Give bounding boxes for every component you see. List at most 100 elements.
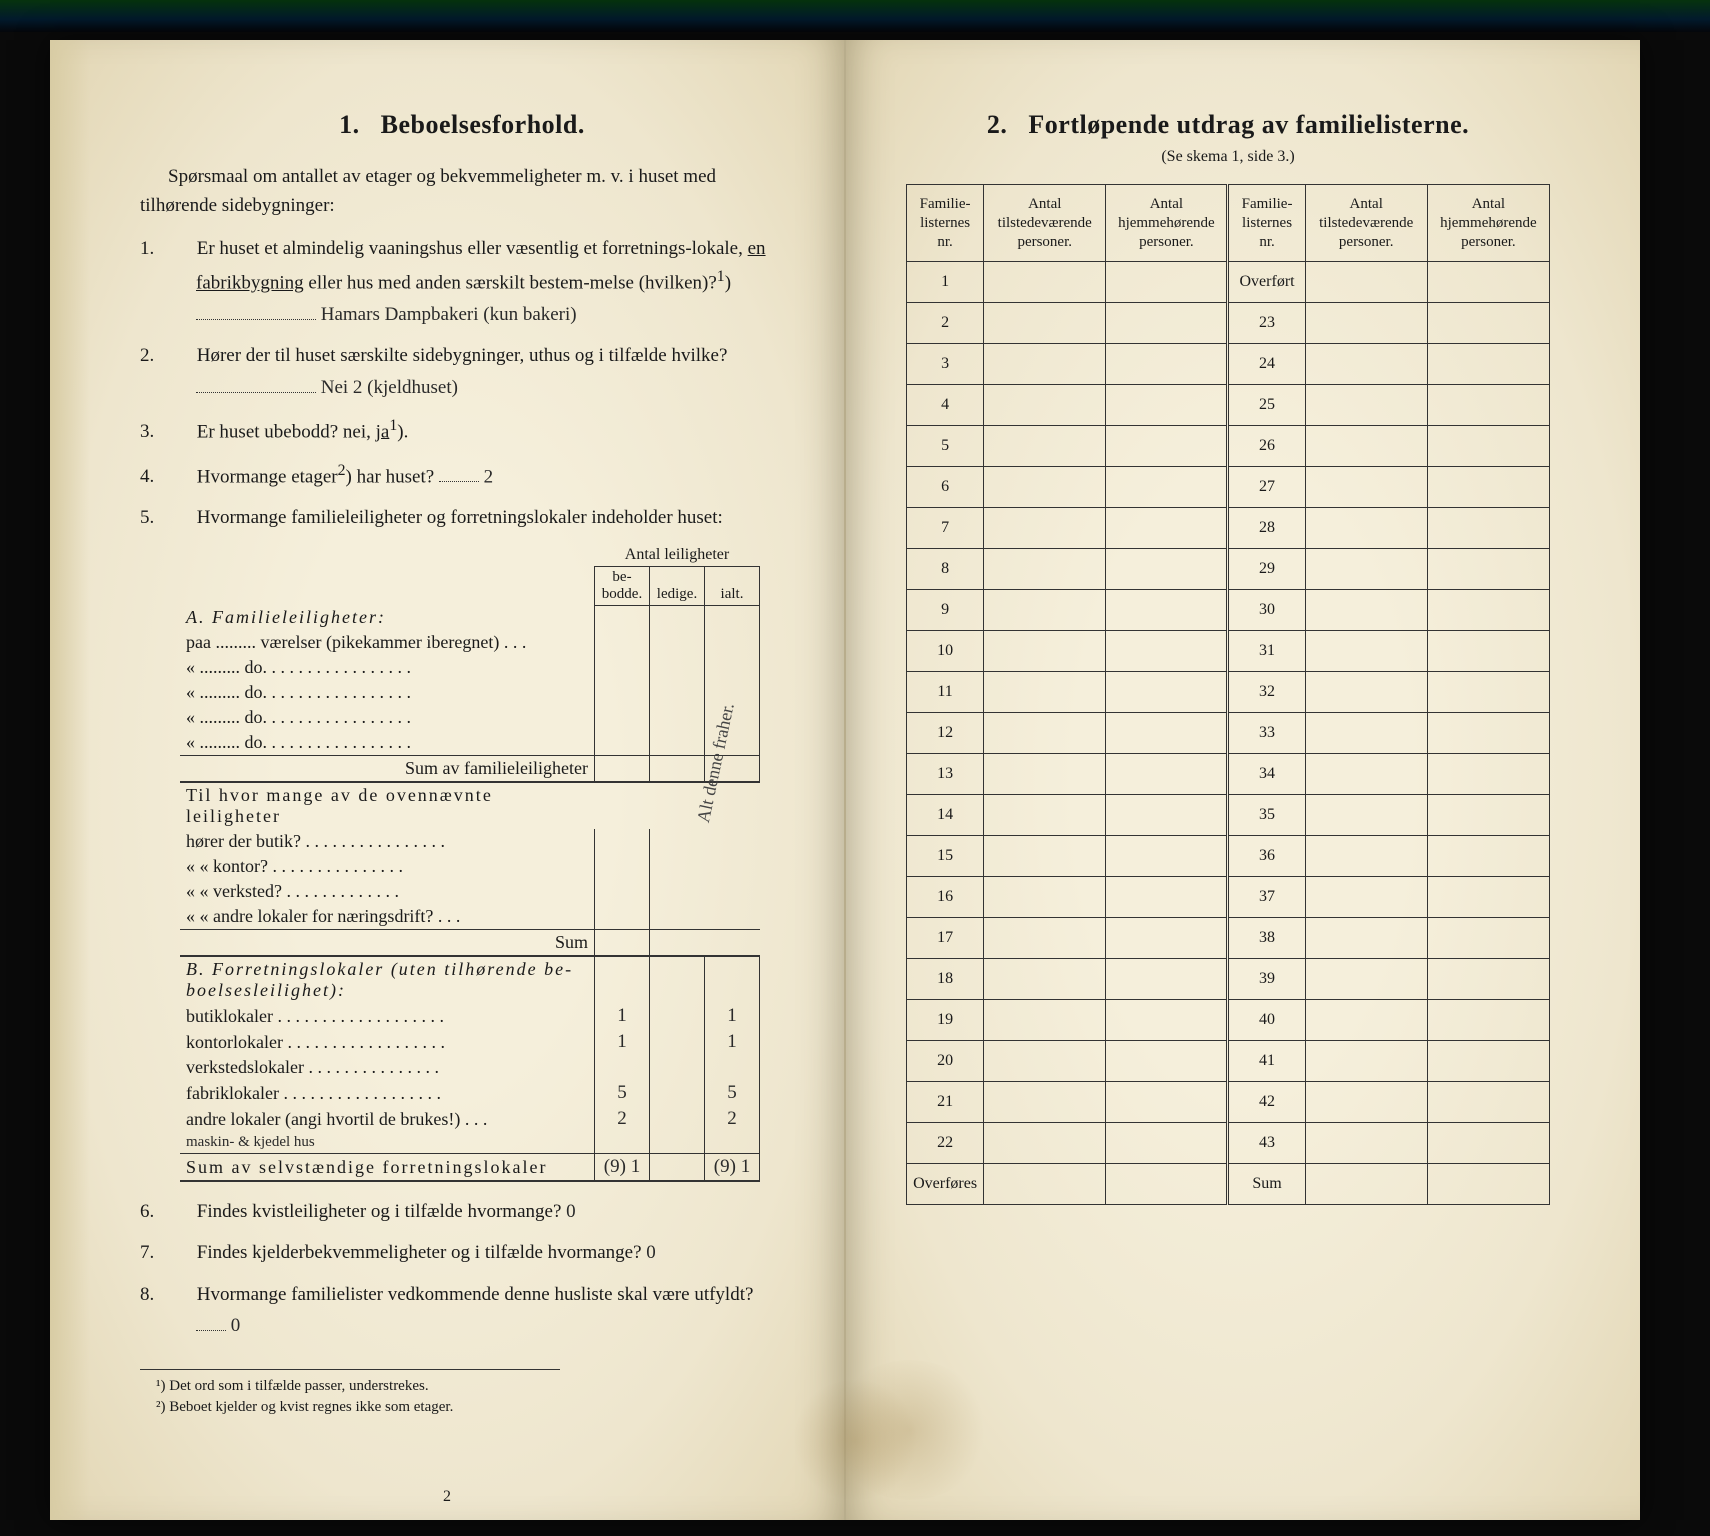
col-ialt: ialt. (705, 566, 760, 605)
cell-r-hjem (1427, 262, 1549, 303)
q2-handwriting: Nei 2 (kjeldhuset) (321, 377, 458, 398)
cell-r-hjem (1427, 467, 1549, 508)
cell-r-nr: 30 (1228, 590, 1305, 631)
cell-l-tilst (984, 1082, 1106, 1123)
table-row: 829 (907, 549, 1550, 590)
cell-r-tilst (1305, 631, 1427, 672)
cell-l-tilst (984, 672, 1106, 713)
cell-l-nr: 17 (907, 918, 984, 959)
cell-r-tilst (1305, 1164, 1427, 1205)
q1: 1. Er huset et almindelig vaaningshus el… (168, 233, 784, 330)
cell-l-nr: 19 (907, 1000, 984, 1041)
q1-handwriting: Hamars Dampbakeri (kun bakeri) (321, 304, 577, 325)
cell-l-tilst (984, 754, 1106, 795)
cell-r-nr: 29 (1228, 549, 1305, 590)
q8: 8. Hvormange familielister vedkommende d… (168, 1279, 784, 1342)
table-row: 9 30 (907, 590, 1550, 631)
cell-r-tilst (1305, 877, 1427, 918)
cell-r-nr: 37 (1228, 877, 1305, 918)
cell-r-hjem (1427, 344, 1549, 385)
cell-r-hjem (1427, 877, 1549, 918)
cell-r-nr: 23 (1228, 303, 1305, 344)
cell-l-hjem (1106, 795, 1228, 836)
cell-l-nr: 18 (907, 959, 984, 1000)
cell-r-nr: 26 (1228, 426, 1305, 467)
intro-text: Spørsmaal om antallet av etager og bekve… (140, 162, 784, 221)
cell-l-hjem (1106, 426, 1228, 467)
question-list: 1. Er huset et almindelig vaaningshus el… (140, 233, 784, 534)
pagenum-left: 2 (443, 1488, 451, 1506)
cell-l-hjem (1106, 754, 1228, 795)
q3: 3. Er huset ubebodd? nei, ja1). (168, 413, 784, 448)
table-row: 2 23 (907, 303, 1550, 344)
cell-l-nr: 2 (907, 303, 984, 344)
right-page: 2. Fortløpende utdrag av familielisterne… (846, 40, 1640, 1520)
cell-r-nr: 25 (1228, 385, 1305, 426)
cell-r-tilst (1305, 549, 1427, 590)
cell-l-hjem (1106, 1000, 1228, 1041)
cell-r-tilst (1305, 590, 1427, 631)
q4-handwriting: 2 (484, 466, 494, 487)
cell-r-hjem (1427, 713, 1549, 754)
q5: 5. Hvormange familieleiligheter og forre… (168, 502, 784, 533)
cell-l-tilst (984, 1123, 1106, 1164)
right-title: 2. Fortløpende utdrag av familielisterne… (906, 110, 1550, 140)
th-4: Antal tilstedeværende personer. (1305, 185, 1427, 262)
cell-l-nr: 20 (907, 1041, 984, 1082)
cell-l-hjem (1106, 303, 1228, 344)
cell-l-nr: 22 (907, 1123, 984, 1164)
table-row: 3 24 (907, 344, 1550, 385)
foot2: ²) Beboet kjelder og kvist regnes ikke s… (140, 1399, 560, 1416)
table-row: 1536 (907, 836, 1550, 877)
cell-l-tilst (984, 1000, 1106, 1041)
q7: 7. Findes kjelderbekvemmeligheter og i t… (168, 1237, 784, 1268)
sectA-label: A. Familieleiligheter: (180, 605, 595, 630)
cell-l-hjem (1106, 672, 1228, 713)
cell-l-nr: 3 (907, 344, 984, 385)
cell-l-hjem (1106, 836, 1228, 877)
sumA: Sum av familieleiligheter (180, 756, 595, 783)
table-row: 627 (907, 467, 1550, 508)
table-row: 2142 (907, 1082, 1550, 1123)
cell-r-hjem (1427, 631, 1549, 672)
foot1: ¹) Det ord som i tilfælde passer, unders… (140, 1378, 560, 1395)
cell-r-nr: 33 (1228, 713, 1305, 754)
cell-l-nr: 15 (907, 836, 984, 877)
th-0: Familie-listernes nr. (907, 185, 984, 262)
cell-r-hjem (1427, 672, 1549, 713)
th-1: Antal tilstedeværende personer. (984, 185, 1106, 262)
cell-r-tilst (1305, 467, 1427, 508)
cell-r-tilst (1305, 508, 1427, 549)
left-page: 1. Beboelsesforhold. Spørsmaal om antall… (50, 40, 846, 1520)
cell-l-tilst (984, 631, 1106, 672)
left-title: 1. Beboelsesforhold. (140, 110, 784, 140)
cell-l-hjem (1106, 1123, 1228, 1164)
col-bebodde: be- bodde. (595, 566, 650, 605)
cell-l-hjem (1106, 1082, 1228, 1123)
cell-r-hjem (1427, 385, 1549, 426)
cell-r-tilst (1305, 918, 1427, 959)
cell-r-tilst (1305, 1000, 1427, 1041)
cell-l-hjem (1106, 713, 1228, 754)
colgroup-label: Antal leiligheter (595, 544, 760, 567)
cell-l-nr: 9 (907, 590, 984, 631)
family-tbody: 1Overført2233244255266277288299301031113… (907, 262, 1550, 1205)
cell-l-hjem (1106, 631, 1228, 672)
cell-l-tilst (984, 713, 1106, 754)
rowB-1: kontorlokaler . . . . . . . . . . . . . … (180, 1029, 760, 1055)
table-row: 2243 (907, 1123, 1550, 1164)
cell-l-tilst (984, 344, 1106, 385)
cell-r-nr: Overført (1228, 262, 1305, 303)
th-2: Antal hjemmehørende personer. (1106, 185, 1228, 262)
cell-r-tilst (1305, 795, 1427, 836)
cell-l-tilst (984, 959, 1106, 1000)
cell-r-nr: 41 (1228, 1041, 1305, 1082)
cell-r-nr: 28 (1228, 508, 1305, 549)
table-row: OverføresSum (907, 1164, 1550, 1205)
cell-l-tilst (984, 1164, 1106, 1205)
cell-l-nr: 11 (907, 672, 984, 713)
subq-intro: Til hvor mange av de ovennævnte leilighe… (180, 782, 595, 829)
left-title-text: Beboelsesforhold. (381, 110, 585, 139)
cell-r-tilst (1305, 344, 1427, 385)
cell-r-nr: 24 (1228, 344, 1305, 385)
